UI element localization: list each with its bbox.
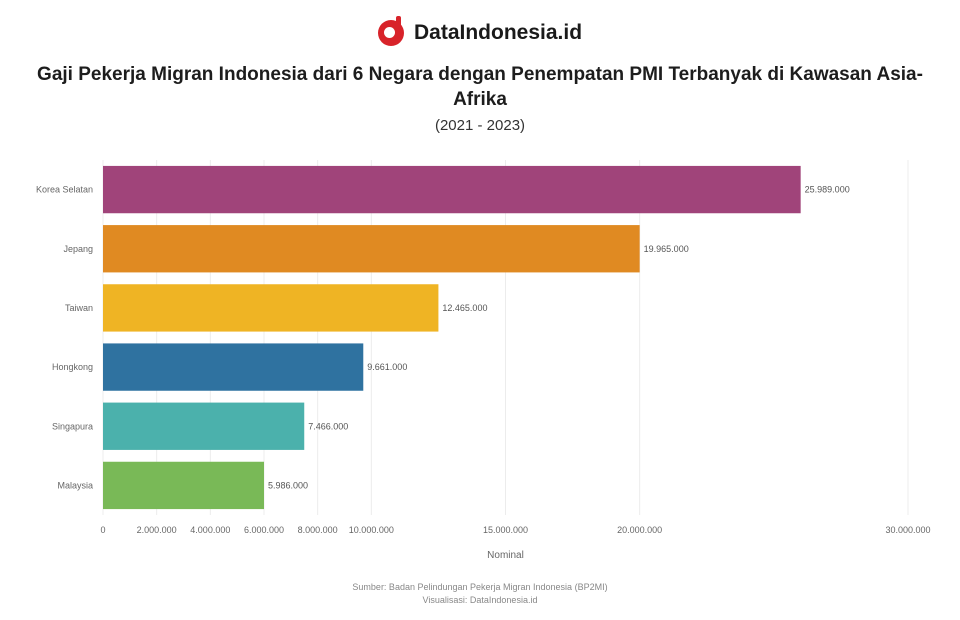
data-label: 7.466.000: [308, 421, 348, 431]
bar: [103, 402, 305, 450]
x-tick-label: 20.000.000: [617, 525, 662, 535]
category-label: Jepang: [63, 244, 93, 254]
category-label: Hongkong: [52, 362, 93, 372]
x-tick-label: 10.000.000: [349, 525, 394, 535]
x-tick-label: 30.000.000: [885, 525, 930, 535]
x-tick-label: 6.000.000: [244, 525, 284, 535]
bar: [103, 165, 801, 214]
source-line-1: Sumber: Badan Pelindungan Pekerja Migran…: [352, 582, 608, 592]
bar: [103, 343, 364, 391]
dataindonesia-logo-icon: [377, 16, 404, 46]
x-tick-label: 4.000.000: [190, 525, 230, 535]
x-tick-label: 0: [100, 525, 105, 535]
category-label: Singapura: [52, 421, 93, 431]
x-axis-title: Nominal: [487, 550, 524, 561]
x-tick-label: 2.000.000: [137, 525, 177, 535]
brand-header: DataIndonesia.id: [0, 16, 960, 46]
chart-subtitle: (2021 - 2023): [434, 117, 526, 134]
source-note: Sumber: Badan Pelindungan Pekerja Migran…: [0, 581, 960, 607]
data-label: 5.986.000: [268, 480, 308, 490]
bar: [103, 225, 640, 273]
brand-name: DataIndonesia.id: [413, 21, 583, 44]
x-tick-label: 15.000.000: [483, 525, 528, 535]
data-label: 25.989.000: [805, 185, 850, 195]
data-label: 12.465.000: [442, 303, 487, 313]
data-label: 19.965.000: [644, 244, 689, 254]
bar: [103, 284, 439, 332]
chart-title: Gaji Pekerja Migran Indonesia dari 6 Neg…: [37, 64, 923, 110]
source-line-2: Visualisasi: DataIndonesia.id: [422, 595, 538, 605]
category-label: Korea Selatan: [36, 185, 93, 195]
bar: [103, 461, 264, 510]
category-label: Taiwan: [65, 303, 93, 313]
x-tick-label: 8.000.000: [298, 525, 338, 535]
data-label: 9.661.000: [367, 362, 407, 372]
category-label: Malaysia: [57, 480, 93, 490]
